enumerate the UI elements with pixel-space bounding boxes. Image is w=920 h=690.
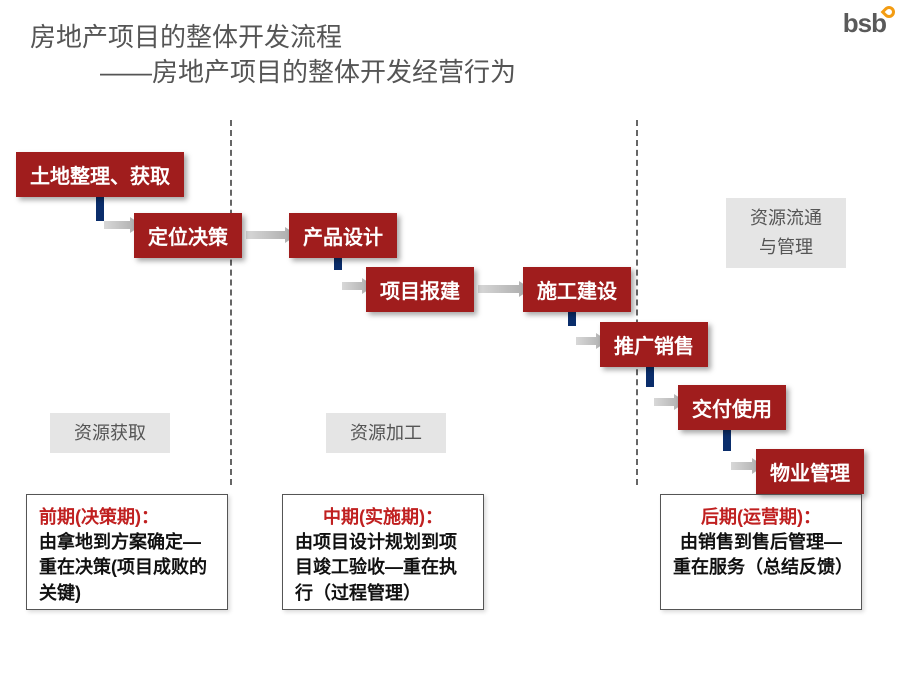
flow-node-n3: 产品设计 (289, 213, 397, 258)
connector-vert-0 (96, 193, 104, 221)
phase-title-1: 中期(实施期)： (295, 505, 471, 530)
flow-node-n4: 项目报建 (366, 267, 474, 312)
flow-node-n1: 土地整理、获取 (16, 152, 184, 197)
logo: bsb (843, 8, 895, 39)
flow-node-n8: 物业管理 (756, 449, 864, 494)
divider-1 (636, 120, 638, 485)
phase-box-1: 中期(实施期)：由项目设计规划到项目竣工验收—重在执行（过程管理） (282, 494, 484, 610)
title-line2: ——房地产项目的整体开发经营行为 (30, 55, 516, 90)
phase-box-2: 后期(运营期)：由销售到售后管理—重在服务（总结反馈） (660, 494, 862, 610)
phase-body-2: 由销售到售后管理—重在服务（总结反馈） (673, 530, 849, 580)
phase-title-2: 后期(运营期)： (673, 505, 849, 530)
page-title: 房地产项目的整体开发流程 ——房地产项目的整体开发经营行为 (30, 20, 516, 90)
phase-body-1: 由项目设计规划到项目竣工验收—重在执行（过程管理） (295, 530, 471, 606)
phase-box-0: 前期(决策期)：由拿地到方案确定—重在决策(项目成败的关键) (26, 494, 228, 610)
title-line1: 房地产项目的整体开发流程 (30, 20, 516, 55)
phase-body-0: 由拿地到方案确定—重在决策(项目成败的关键) (39, 530, 215, 606)
flow-node-n7: 交付使用 (678, 385, 786, 430)
logo-text: bsb (843, 8, 886, 38)
flow-node-n2: 定位决策 (134, 213, 242, 258)
phase-title-0: 前期(决策期)： (39, 505, 215, 530)
flow-node-n5: 施工建设 (523, 267, 631, 312)
resource-box-2: 资源流通 与管理 (726, 198, 846, 268)
resource-box-1: 资源加工 (326, 413, 446, 453)
flow-node-n6: 推广销售 (600, 322, 708, 367)
divider-0 (230, 120, 232, 485)
resource-box-0: 资源获取 (50, 413, 170, 453)
